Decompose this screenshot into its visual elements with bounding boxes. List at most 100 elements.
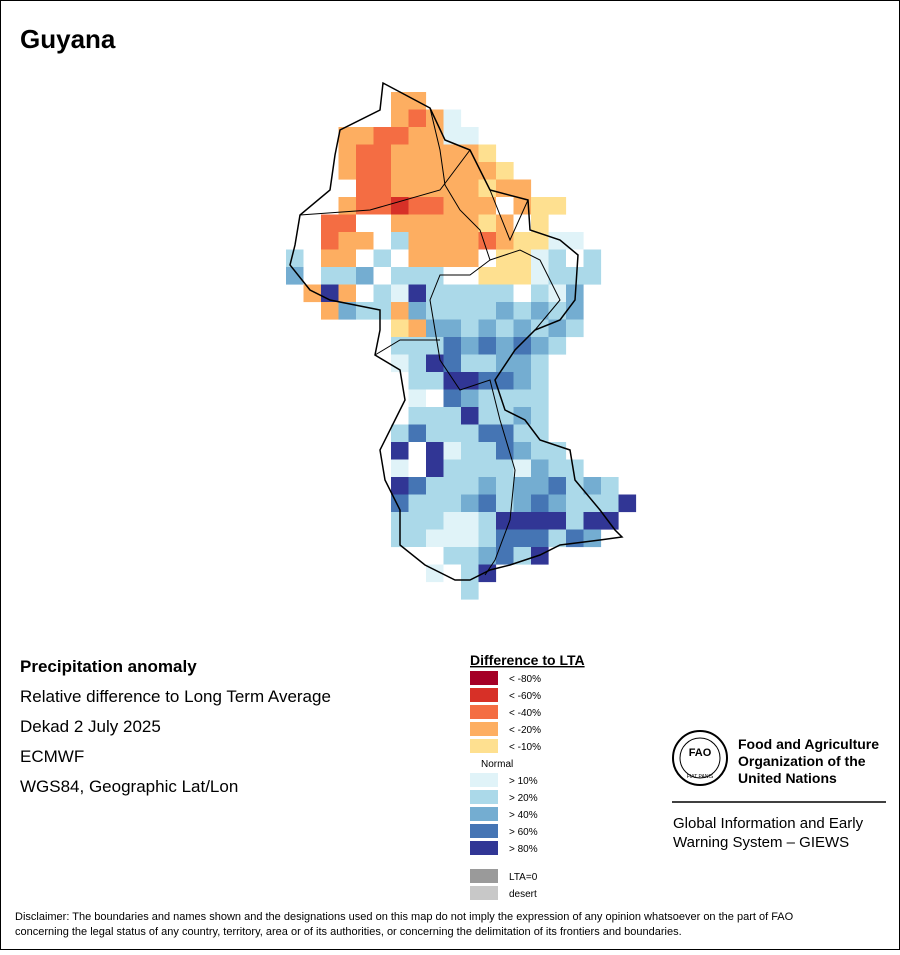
grid-cell — [356, 302, 374, 320]
grid-cell — [496, 249, 514, 268]
grid-cell — [426, 127, 444, 145]
grid-cell — [373, 302, 392, 320]
grid-cell — [426, 197, 444, 215]
grid-cell — [391, 162, 409, 180]
info-heading: Precipitation anomaly — [20, 657, 197, 676]
grid-cell — [531, 302, 549, 320]
grid-cell — [391, 109, 409, 128]
grid-cell — [461, 582, 479, 600]
grid-cell — [338, 249, 357, 268]
grid-cell — [461, 442, 479, 460]
grid-cell — [531, 354, 549, 373]
grid-cell — [478, 232, 497, 250]
grid-cell — [531, 459, 549, 478]
grid-cell — [443, 162, 462, 180]
info-line: Relative difference to Long Term Average — [20, 687, 331, 706]
grid-cell — [478, 477, 497, 495]
grid-cell — [478, 249, 497, 268]
grid-cell — [478, 284, 497, 303]
region-boundary — [489, 249, 561, 331]
grid-cell — [408, 512, 427, 530]
grid-cell — [513, 389, 532, 408]
grid-cell — [408, 529, 427, 548]
grid-cell — [408, 232, 427, 250]
grid-cell — [426, 354, 444, 373]
grid-cell — [426, 249, 444, 268]
grid-cell — [408, 127, 427, 145]
grid-cell — [426, 477, 444, 495]
grid-cell — [478, 354, 497, 373]
org-name: United Nations — [738, 770, 837, 786]
grid-cell — [461, 249, 479, 268]
grid-cell — [443, 337, 462, 355]
grid-cell — [391, 127, 409, 145]
grid-cell — [478, 179, 497, 198]
country-outline — [289, 81, 624, 581]
anomaly-grid — [286, 92, 637, 600]
grid-cell — [548, 459, 567, 478]
grid-cell — [513, 232, 532, 250]
grid-cell — [461, 529, 479, 548]
grid-cell — [461, 267, 479, 285]
grid-cell — [478, 459, 497, 478]
grid-cell — [426, 267, 444, 285]
grid-cell — [443, 232, 462, 250]
legend-swatch — [470, 722, 498, 736]
grid-cell — [373, 284, 392, 303]
grid-cell — [461, 494, 479, 513]
legend-swatch — [470, 790, 498, 804]
grid-cell — [566, 249, 584, 268]
grid-cell — [531, 477, 549, 495]
grid-cell — [408, 109, 427, 128]
grid-cell — [531, 337, 549, 355]
grid-cell — [443, 442, 462, 460]
grid-cell — [356, 197, 374, 215]
grid-cell — [356, 214, 374, 233]
grid-cell — [513, 302, 532, 320]
grid-cell — [373, 127, 392, 145]
grid-cell — [408, 302, 427, 320]
grid-cell — [356, 267, 374, 285]
grid-cell — [426, 564, 444, 583]
grid-cell — [531, 284, 549, 303]
grid-cell — [321, 214, 339, 233]
grid-cell — [583, 249, 602, 268]
grid-cell — [443, 459, 462, 478]
grid-cell — [478, 302, 497, 320]
grid-cell — [548, 302, 567, 320]
grid-cell — [443, 529, 462, 548]
grid-cell — [286, 249, 304, 268]
grid-cell — [461, 127, 479, 145]
grid-cell — [391, 92, 409, 110]
grid-cell — [548, 529, 567, 548]
legend-swatch — [470, 807, 498, 821]
region-boundary — [489, 189, 529, 242]
grid-cell — [391, 144, 409, 163]
grid-cell — [356, 127, 374, 145]
grid-cell — [566, 477, 584, 495]
grid-cell — [496, 337, 514, 355]
grid-cell — [496, 302, 514, 320]
grid-cell — [461, 477, 479, 495]
grid-cell — [548, 232, 567, 250]
grid-cell — [373, 144, 392, 163]
grid-cell — [531, 442, 549, 460]
grid-cell — [461, 214, 479, 233]
grid-cell — [443, 389, 462, 408]
grid-cell — [391, 337, 409, 355]
grid-cell — [443, 214, 462, 233]
grid-cell — [513, 512, 532, 530]
grid-cell — [426, 529, 444, 548]
grid-cell — [478, 214, 497, 233]
grid-cell — [443, 267, 462, 285]
grid-cell — [478, 144, 497, 163]
grid-cell — [373, 214, 392, 233]
grid-cell — [443, 179, 462, 198]
grid-cell — [408, 144, 427, 163]
grid-cell — [496, 529, 514, 548]
grid-cell — [408, 319, 427, 338]
grid-cell — [566, 302, 584, 320]
legend-label: < -40% — [509, 708, 541, 719]
grid-cell — [443, 512, 462, 530]
